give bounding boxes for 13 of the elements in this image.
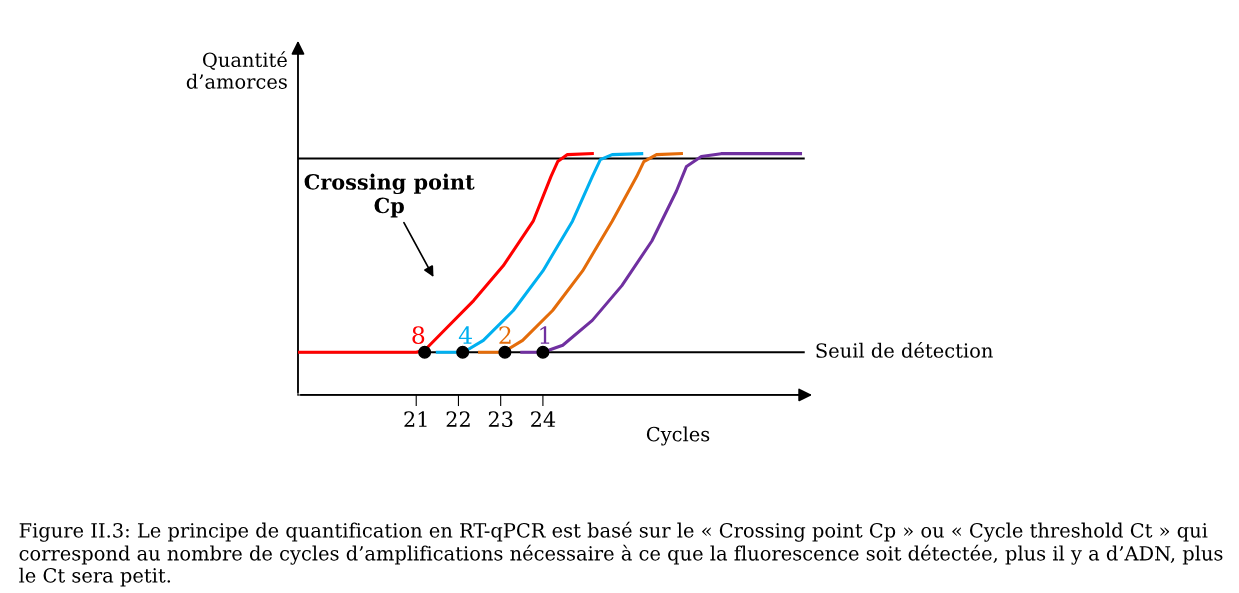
x-axis-title: Cycles bbox=[646, 426, 710, 446]
text: Figure II.3: Le principe de quantification en RT-qPCR est basé sur le « Crossing point Cp » ou « Cycle threshold Ct » qui correspond au nombre de cycles d’amplifications nécessaire à ce que la fluorescence soit détectée, plus il y a d’ADN, plus le Ct sera petit. bbox=[19, 521, 1223, 587]
series-label: 1 bbox=[540, 326, 550, 344]
x-tick-label: 22 bbox=[446, 411, 470, 427]
x-tick-label: 21 bbox=[404, 411, 427, 427]
series-label: 8 bbox=[412, 326, 425, 345]
x-tick-label: 23 bbox=[488, 411, 513, 428]
x-tick-label: 24 bbox=[531, 411, 556, 427]
ref-line-label: Seuil de détection bbox=[816, 342, 993, 358]
annotation: Crossing point Cp bbox=[304, 173, 475, 218]
series-label: 4 bbox=[458, 326, 472, 344]
y-axis-title: Quantité d’amorces bbox=[186, 51, 287, 89]
series-label: 2 bbox=[499, 326, 511, 344]
